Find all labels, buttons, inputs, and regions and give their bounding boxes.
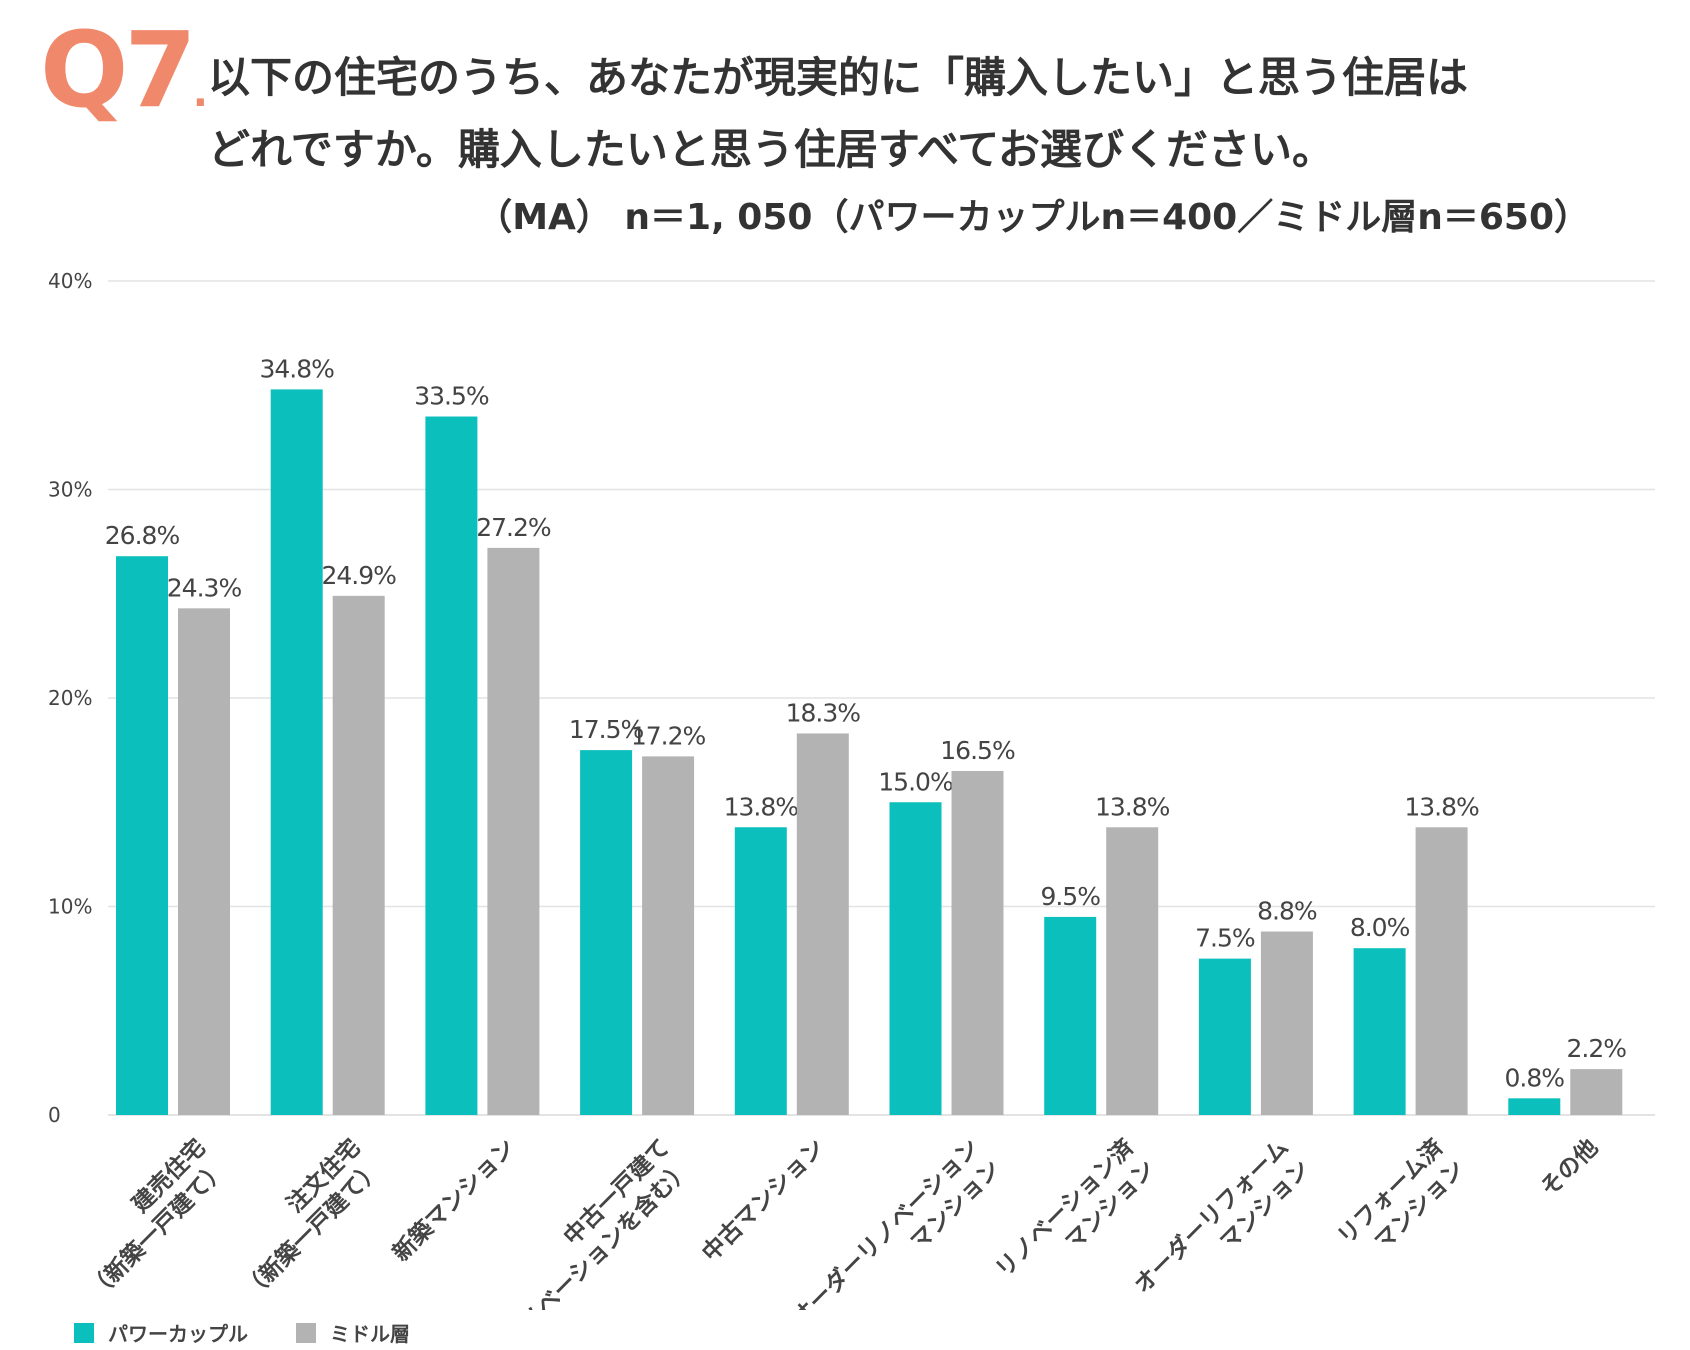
y-tick-label-40: 40%: [48, 269, 92, 293]
bar-power-couple-1: [270, 389, 323, 1115]
bar-power-couple-2: [425, 416, 478, 1115]
legend-item-middle: ミドル層: [296, 1318, 410, 1347]
bar-middle-8: [1415, 827, 1468, 1115]
question-line-2: どれですか。購入したいと思う住居すべてお選びください。: [208, 125, 1335, 174]
data-label-middle-1: 24.9%: [321, 561, 396, 590]
data-label-power-couple-1: 34.8%: [259, 354, 334, 383]
category-label-0: 建売住宅（新築一戸建て）: [83, 1134, 232, 1304]
bar-middle-2: [487, 547, 540, 1115]
data-label-power-couple-0: 26.8%: [105, 521, 180, 550]
y-tick-label-30: 30%: [48, 478, 92, 502]
data-label-power-couple-4: 13.8%: [724, 792, 799, 821]
question-text: 以下の住宅のうち、あなたが現実的に「購入したい」と思う住居は どれですか。購入し…: [208, 42, 1668, 186]
category-label-1: 注文住宅（新築一戸建て）: [238, 1134, 387, 1304]
bar-middle-0: [178, 608, 230, 1115]
category-label-4: 中古マンション: [697, 1135, 829, 1267]
data-label-middle-2: 27.2%: [476, 513, 551, 542]
data-label-power-couple-6: 9.5%: [1040, 882, 1100, 911]
data-label-middle-8: 13.8%: [1404, 792, 1479, 821]
data-label-middle-6: 13.8%: [1095, 792, 1170, 821]
question-line-1: 以下の住宅のうち、あなたが現実的に「購入したい」と思う住居は: [208, 53, 1469, 102]
data-label-middle-9: 2.2%: [1567, 1034, 1627, 1063]
data-label-middle-7: 8.8%: [1257, 897, 1317, 926]
question-number-dot: .: [192, 70, 208, 116]
data-label-power-couple-5: 15.0%: [878, 767, 953, 796]
bar-middle-1: [332, 595, 385, 1115]
bar-power-couple-0: [116, 556, 168, 1115]
legend-label-power-couple: パワーカップル: [108, 1322, 248, 1346]
legend-label-middle: ミドル層: [330, 1322, 410, 1346]
category-label-line-2-0: 新築マンション: [387, 1134, 520, 1267]
legend: パワーカップル ミドル層: [74, 1318, 458, 1347]
bar-power-couple-8: [1353, 948, 1406, 1115]
bar-middle-4: [796, 733, 849, 1115]
question-number: Q7.: [40, 18, 208, 122]
data-label-power-couple-7: 7.5%: [1195, 924, 1255, 953]
bar-middle-3: [642, 756, 695, 1115]
bar-power-couple-5: [889, 802, 942, 1115]
bar-middle-5: [951, 770, 1004, 1115]
legend-swatch-power-couple: [74, 1322, 94, 1343]
sample-note: （MA） n＝1, 050（パワーカップルn＝400／ミドル層n＝650）: [476, 197, 1590, 238]
bar-chart: 0 10% 20% 30% 40% 26.8% 24.3% 建売住宅（新築一戸建て） 34.8%…: [48, 269, 1655, 1310]
data-label-power-couple-2: 33.5%: [414, 382, 489, 411]
bar-middle-7: [1260, 931, 1313, 1115]
bar-power-couple-4: [734, 827, 787, 1115]
bar-middle-9: [1570, 1069, 1623, 1115]
category-label-9: その他: [1536, 1135, 1603, 1202]
bar-power-couple-6: [1044, 916, 1097, 1115]
bar-power-couple-3: [580, 750, 633, 1115]
y-tick-label-0: 0: [48, 1103, 61, 1127]
y-tick-label-10: 10%: [48, 895, 92, 919]
data-label-power-couple-9: 0.8%: [1505, 1063, 1565, 1092]
data-label-power-couple-8: 8.0%: [1350, 913, 1410, 942]
question-number-text: Q7: [40, 9, 197, 131]
legend-item-power-couple: パワーカップル: [74, 1318, 248, 1347]
legend-swatch-middle: [296, 1322, 316, 1343]
bar-power-couple-7: [1198, 958, 1251, 1115]
y-tick-label-20: 20%: [48, 686, 92, 710]
data-label-middle-0: 24.3%: [167, 573, 242, 602]
data-label-middle-4: 18.3%: [786, 698, 861, 727]
data-label-middle-5: 16.5%: [940, 736, 1015, 765]
bar-middle-6: [1106, 827, 1159, 1115]
category-label-line-4-0: 中古マンション: [697, 1135, 829, 1267]
category-label-line-9-0: その他: [1536, 1135, 1603, 1202]
data-label-middle-3: 17.2%: [631, 721, 706, 750]
data-label-power-couple-3: 17.5%: [569, 715, 644, 744]
category-label-2: 新築マンション: [387, 1134, 520, 1267]
bar-power-couple-9: [1508, 1098, 1561, 1115]
